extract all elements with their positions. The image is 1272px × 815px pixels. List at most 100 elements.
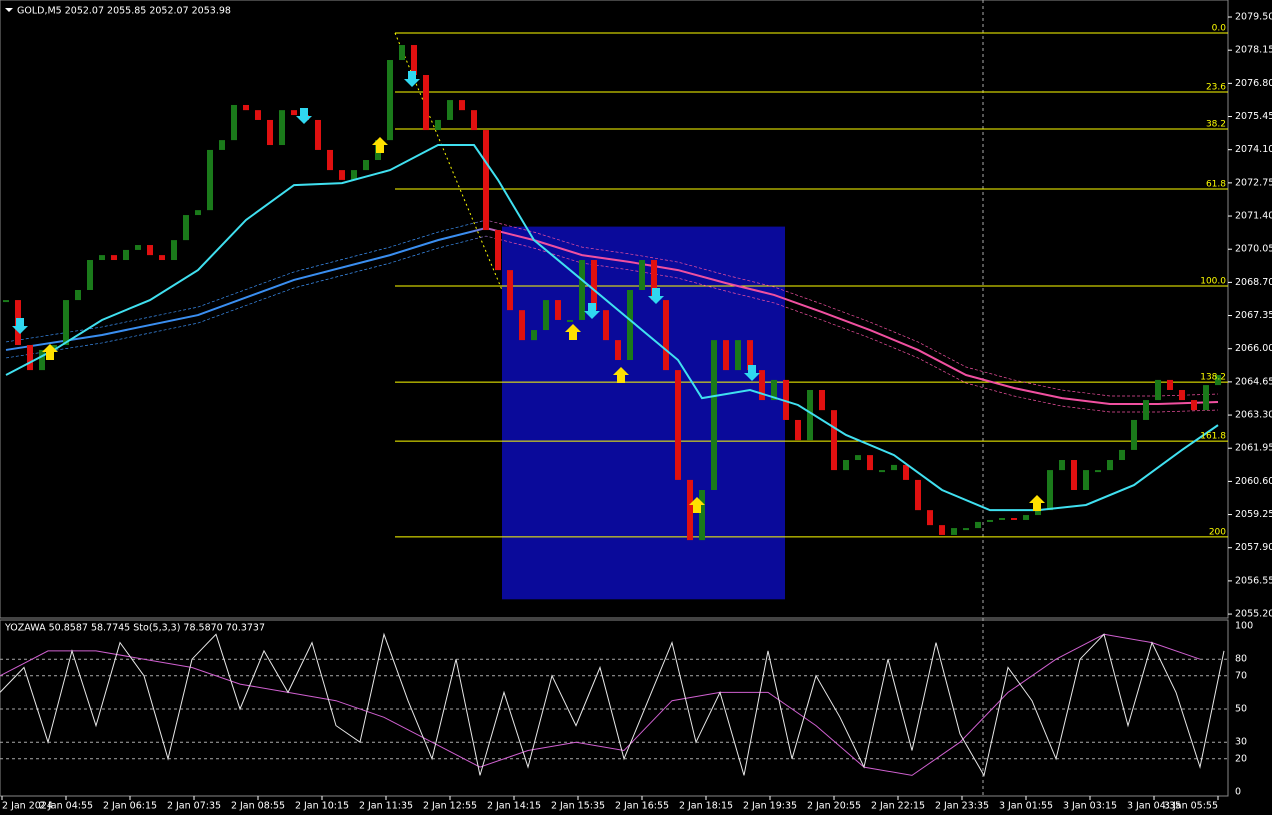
price-bar <box>183 215 189 241</box>
x-tick-label: 2 Jan 16:55 <box>615 801 669 812</box>
price-bar <box>63 300 69 346</box>
price-bar <box>807 389 813 441</box>
price-bar <box>483 130 489 231</box>
price-bar <box>735 340 741 371</box>
price-bar <box>687 479 693 541</box>
x-tick-label: 2 Jan 23:35 <box>935 801 989 812</box>
y-tick-label: 2075.45 <box>1235 111 1272 122</box>
price-bar <box>243 104 249 111</box>
price-bar <box>1131 419 1137 450</box>
price-bar <box>51 345 57 350</box>
y-tick-label: 2061.95 <box>1235 443 1272 454</box>
y-tick-label: 2060.60 <box>1235 476 1272 487</box>
x-tick-label: 3 Jan 03:15 <box>1063 801 1117 812</box>
price-bar <box>459 100 465 111</box>
price-bar <box>1047 470 1053 511</box>
price-bar <box>927 510 933 526</box>
osc-tick-label: 30 <box>1235 737 1247 748</box>
price-bar <box>519 310 525 341</box>
y-tick-label: 2066.00 <box>1235 343 1272 354</box>
price-bar <box>639 260 645 290</box>
fast-ma <box>5 144 1219 512</box>
price-bar <box>1083 470 1089 490</box>
y-tick-label: 2076.80 <box>1235 78 1272 89</box>
y-tick-label: 2074.10 <box>1235 144 1272 155</box>
fib-label: 161.8 <box>1200 432 1226 442</box>
x-tick-label: 2 Jan 14:15 <box>487 801 541 812</box>
price-bar <box>627 289 633 361</box>
price-bar <box>747 340 753 371</box>
price-bar <box>327 149 333 171</box>
price-bar <box>1155 379 1161 401</box>
osc-line <box>0 632 1225 777</box>
price-bar <box>195 210 201 216</box>
price-bar <box>759 370 765 401</box>
price-bar <box>723 340 729 371</box>
price-bar <box>579 260 585 320</box>
price-bar <box>567 319 573 322</box>
fib-label: 100.0 <box>1200 277 1226 287</box>
ma-envelope <box>5 235 1219 413</box>
price-bar <box>999 518 1005 521</box>
price-bar <box>87 260 93 290</box>
price-bar <box>1011 518 1017 521</box>
price-bar <box>963 528 969 531</box>
price-bar <box>891 464 897 471</box>
price-bar <box>531 330 537 341</box>
x-tick-label: 2 Jan 04:55 <box>39 801 93 812</box>
fib-label: 61.8 <box>1206 180 1226 190</box>
y-tick-label: 2067.35 <box>1235 310 1272 321</box>
x-tick-label: 3 Jan 04:35 <box>1127 801 1181 812</box>
price-bar <box>1167 379 1173 390</box>
price-bar <box>279 110 285 146</box>
x-tick-label: 3 Jan 01:55 <box>999 801 1053 812</box>
price-bar <box>771 379 777 401</box>
price-bar <box>363 160 369 171</box>
x-tick-label: 2 Jan 12:55 <box>423 801 477 812</box>
x-tick-label: 2 Jan 15:35 <box>551 801 605 812</box>
price-bar <box>699 489 705 541</box>
menu-triangle <box>5 8 13 12</box>
price-bar <box>1095 470 1101 473</box>
price-bar <box>255 110 261 120</box>
price-bar <box>915 479 921 511</box>
price-bar <box>339 170 345 180</box>
price-bar <box>903 464 909 480</box>
price-bar <box>1143 400 1149 420</box>
osc-tick-label: 50 <box>1235 704 1247 715</box>
price-bar <box>555 300 561 320</box>
price-bar <box>1119 449 1125 461</box>
fib-label: 23.6 <box>1206 82 1226 92</box>
price-bar <box>27 345 33 371</box>
price-bar <box>99 255 105 261</box>
price-bar <box>1059 460 1065 471</box>
x-tick-label: 2 Jan 11:35 <box>359 801 413 812</box>
price-bar <box>819 389 825 411</box>
price-bar <box>795 419 801 441</box>
symbol-header: GOLD,M5 2052.07 2055.85 2052.07 2053.98 <box>17 6 231 17</box>
indicator-header: YOZAWA 50.8587 58.7745 Sto(5,3,3) 78.587… <box>4 623 265 634</box>
price-bar <box>387 60 393 141</box>
y-tick-label: 2064.65 <box>1235 376 1272 387</box>
buy-arrows <box>42 137 1045 513</box>
x-tick-label: 2 Jan 18:15 <box>679 801 733 812</box>
osc-tick-label: 80 <box>1235 654 1247 665</box>
y-tick-label: 2072.75 <box>1235 177 1272 188</box>
y-tick-label: 2079.50 <box>1235 12 1272 23</box>
price-bar <box>207 149 213 211</box>
price-bar <box>39 349 45 371</box>
price-bar <box>447 100 453 120</box>
price-bar <box>831 410 837 471</box>
price-bar <box>471 110 477 131</box>
y-tick-label: 2068.70 <box>1235 277 1272 288</box>
x-tick-label: 3 Jan 05:55 <box>1164 801 1218 812</box>
price-bar <box>975 521 981 529</box>
price-bar <box>543 300 549 331</box>
price-bar <box>987 519 993 522</box>
price-bar <box>171 240 177 261</box>
price-bar <box>879 470 885 473</box>
price-bar <box>399 45 405 61</box>
price-bar <box>591 260 597 311</box>
x-tick-label: 2 Jan 2024 <box>2 801 53 812</box>
osc-tick-label: 70 <box>1235 670 1247 681</box>
